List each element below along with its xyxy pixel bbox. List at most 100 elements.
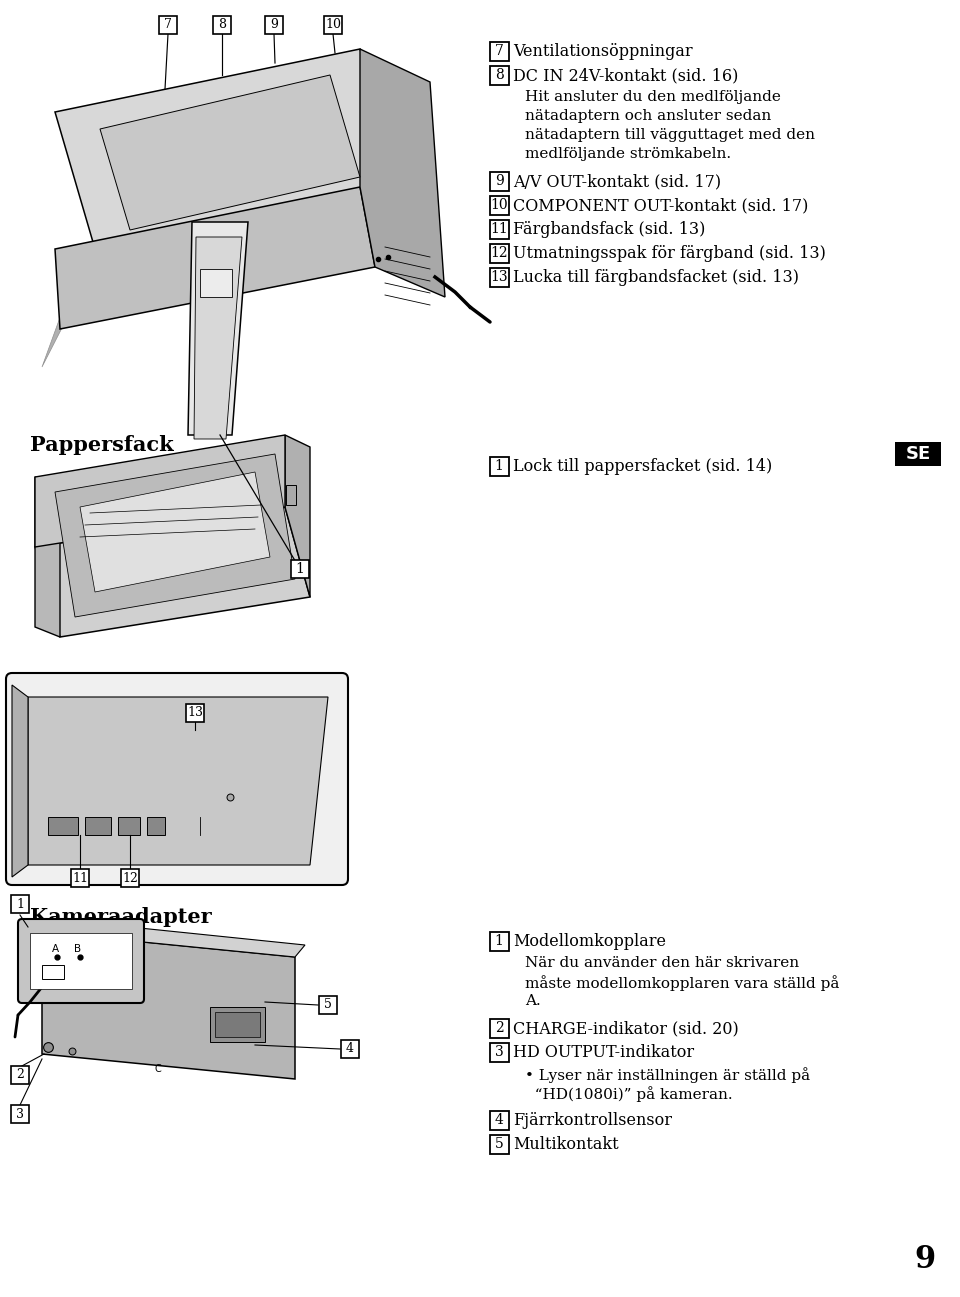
Polygon shape [80,472,270,591]
Text: Hit ansluter du den medlföljande: Hit ansluter du den medlföljande [525,89,780,104]
Text: 10: 10 [325,18,341,31]
FancyBboxPatch shape [121,869,139,887]
FancyBboxPatch shape [291,560,309,578]
Bar [210,1006,265,1041]
Polygon shape [12,685,28,877]
FancyBboxPatch shape [6,673,348,885]
Text: 13: 13 [187,707,203,720]
FancyBboxPatch shape [265,16,283,34]
Bar [215,1012,260,1038]
Bar [118,817,140,835]
Polygon shape [285,434,310,597]
Text: 2: 2 [494,1021,503,1035]
Bar [286,485,296,505]
FancyBboxPatch shape [490,42,509,61]
Text: Lucka till färgbandsfacket (sid. 13): Lucka till färgbandsfacket (sid. 13) [513,268,799,287]
Text: DC IN 24V-kontakt (sid. 16): DC IN 24V-kontakt (sid. 16) [513,67,738,84]
FancyBboxPatch shape [490,244,509,262]
Polygon shape [35,507,310,637]
Text: 5: 5 [494,1137,503,1150]
Text: Fjärrkontrollsensor: Fjärrkontrollsensor [513,1112,672,1128]
Text: 13: 13 [491,270,508,284]
Text: 1: 1 [16,898,24,910]
Text: SE: SE [905,445,930,463]
FancyBboxPatch shape [11,895,29,913]
FancyBboxPatch shape [490,66,509,84]
Text: När du använder den här skrivaren: När du använder den här skrivaren [525,956,799,970]
Text: COMPONENT OUT-kontakt (sid. 17): COMPONENT OUT-kontakt (sid. 17) [513,197,808,214]
FancyBboxPatch shape [11,1105,29,1123]
Text: nätadaptern till vägguttaget med den: nätadaptern till vägguttaget med den [525,128,815,141]
FancyBboxPatch shape [71,869,89,887]
FancyBboxPatch shape [18,920,144,1003]
Text: 10: 10 [491,198,508,211]
Text: 9: 9 [914,1244,935,1275]
Text: 4: 4 [346,1043,354,1056]
Text: nätadaptern och ansluter sedan: nätadaptern och ansluter sedan [525,109,771,123]
FancyBboxPatch shape [490,457,509,476]
Text: 3: 3 [16,1108,24,1121]
Text: Lock till pappersfacket (sid. 14): Lock till pappersfacket (sid. 14) [513,458,772,475]
Text: HD OUTPUT-indikator: HD OUTPUT-indikator [513,1044,694,1061]
Polygon shape [42,933,295,1079]
Text: “HD(1080i)” på kameran.: “HD(1080i)” på kameran. [525,1086,732,1102]
Text: CHARGE-indikator (sid. 20): CHARGE-indikator (sid. 20) [513,1019,739,1038]
Polygon shape [194,237,242,438]
Text: B: B [75,944,82,955]
Polygon shape [28,696,328,865]
FancyBboxPatch shape [490,931,509,951]
Bar [85,817,111,835]
Text: 4: 4 [494,1113,503,1127]
Text: 8: 8 [218,18,226,31]
Text: Multikontakt: Multikontakt [513,1136,618,1153]
Text: måste modellomkopplaren vara ställd på: måste modellomkopplaren vara ställd på [525,975,839,991]
FancyBboxPatch shape [159,16,177,34]
Polygon shape [35,434,285,547]
Text: 1: 1 [494,459,503,473]
Polygon shape [35,477,60,637]
FancyBboxPatch shape [324,16,342,34]
FancyBboxPatch shape [490,1043,509,1061]
Polygon shape [100,75,360,230]
Text: 7: 7 [164,18,172,31]
Text: A.: A. [525,994,540,1008]
Text: 1: 1 [494,934,503,948]
Text: 12: 12 [122,872,138,885]
Text: 11: 11 [72,872,88,885]
Text: • Lyser när inställningen är ställd på: • Lyser när inställningen är ställd på [525,1067,810,1083]
FancyBboxPatch shape [490,219,509,239]
FancyBboxPatch shape [319,996,337,1014]
Text: 9: 9 [270,18,278,31]
Text: C: C [155,1064,161,1074]
FancyBboxPatch shape [490,1018,509,1038]
Text: A: A [52,944,59,955]
Polygon shape [360,49,445,297]
Text: 9: 9 [494,174,503,188]
Bar [48,817,78,835]
Text: Kameraadapter: Kameraadapter [30,907,211,927]
Text: 2: 2 [16,1069,24,1082]
FancyBboxPatch shape [490,1110,509,1130]
Bar [42,965,64,979]
Text: 11: 11 [491,222,508,236]
Text: Utmatningsspak för färgband (sid. 13): Utmatningsspak för färgband (sid. 13) [513,245,826,262]
Bar [30,933,132,990]
Text: Färgbandsfack (sid. 13): Färgbandsfack (sid. 13) [513,220,706,239]
FancyBboxPatch shape [186,704,204,722]
FancyBboxPatch shape [490,267,509,287]
FancyBboxPatch shape [11,1066,29,1084]
Text: 5: 5 [324,999,332,1012]
Polygon shape [55,454,295,617]
Text: 7: 7 [494,44,503,58]
Text: 3: 3 [494,1045,503,1058]
FancyBboxPatch shape [213,16,231,34]
Text: 1: 1 [296,562,304,576]
FancyBboxPatch shape [490,1135,509,1153]
Polygon shape [55,187,375,329]
Polygon shape [42,249,85,367]
Polygon shape [55,49,400,249]
Text: 12: 12 [491,246,508,259]
Text: Pappersfack: Pappersfack [30,434,174,455]
FancyBboxPatch shape [490,196,509,214]
Polygon shape [42,920,305,957]
